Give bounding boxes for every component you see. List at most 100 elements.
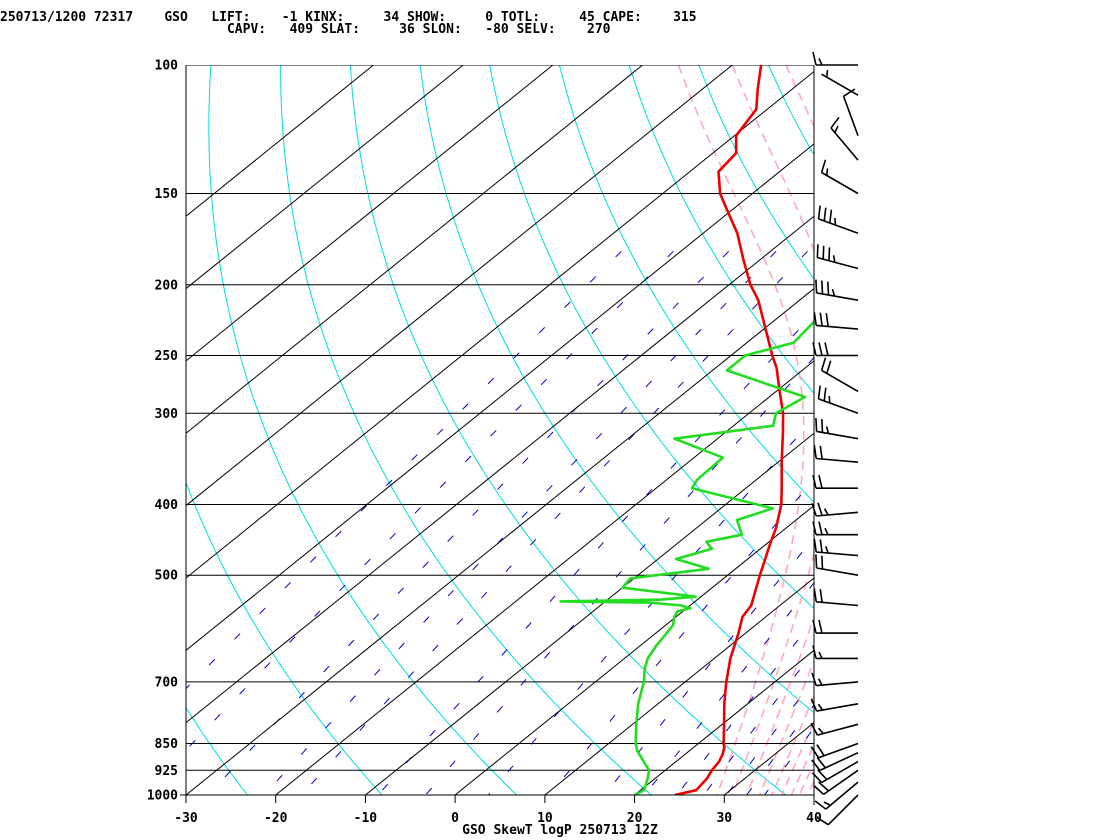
temp-tick-label: 10: [537, 811, 553, 826]
sounding-header: 250713/1200 72317 GSO LIFT: -1 KINX: 34 …: [0, 0, 1120, 40]
isotherm: [275, 360, 814, 795]
pressure-tick-label: 150: [155, 187, 179, 202]
chart-profiles: [559, 65, 814, 795]
pressure-tick-label: 250: [155, 349, 179, 364]
temp-tick-label: 30: [716, 811, 732, 826]
temp-tick-label: -20: [264, 811, 288, 826]
dry-adiabat: [186, 706, 248, 795]
wind-barb: [815, 554, 859, 576]
pressure-tick-label: 200: [155, 278, 179, 293]
pressure-tick-label: 850: [155, 737, 179, 752]
pressure-tick-label: 500: [155, 569, 179, 584]
chart-title: GSO SkewT logP 250713 12Z: [462, 823, 658, 838]
wind-barb: [813, 445, 859, 463]
mixing-ratio-line: [764, 727, 814, 795]
temp-tick-label: -10: [354, 811, 378, 826]
wind-barb: [820, 159, 859, 195]
wind-barb: [811, 760, 859, 784]
dewpoint-profile: [559, 319, 814, 795]
wind-barb: [815, 418, 859, 440]
isotherm: [186, 65, 554, 362]
wind-barb: [816, 244, 859, 270]
wind-barb: [816, 794, 859, 826]
wind-barb: [812, 342, 858, 357]
isotherm: [186, 143, 814, 651]
mixing-ratio-line: [207, 250, 730, 795]
mixing-ratio-line: [644, 582, 814, 795]
isotherm: [186, 287, 814, 795]
wind-barb: [830, 116, 859, 161]
wind-barb: [813, 588, 859, 607]
pressure-tick-label: 400: [155, 498, 179, 513]
isotherm: [454, 504, 814, 795]
header-line-1: 250713/1200 72317 GSO LIFT: -1 KINX: 34 …: [0, 10, 697, 25]
wind-barb: [812, 521, 858, 536]
pressure-tick-label: 1000: [147, 789, 178, 804]
dry-adiabat: [838, 65, 1120, 795]
isotherm: [186, 215, 814, 724]
wind-barb: [811, 502, 859, 517]
wind-barbs: [810, 51, 859, 826]
wind-barb: [842, 88, 859, 136]
pressure-tick-label: 925: [155, 764, 178, 779]
isotherm: [186, 65, 374, 217]
wind-barb: [821, 70, 859, 96]
wind-barb: [812, 51, 858, 66]
dry-adiabat: [280, 65, 652, 795]
isotherm: [813, 794, 814, 795]
wind-barb: [810, 722, 859, 736]
mixing-ratio-line: [488, 417, 814, 795]
dry-adiabat: [349, 65, 787, 795]
moist-adiabat: [745, 65, 814, 795]
mixing-ratio-line: [425, 356, 814, 795]
moist-adiabat: [771, 693, 814, 795]
wind-barb: [815, 279, 859, 301]
dry-adiabat: [698, 65, 814, 280]
isotherm: [186, 65, 733, 507]
pressure-tick-label: 300: [155, 407, 179, 422]
header-line-2: CAPV: 409 SLAT: 36 SLON: -80 SELV: 270: [0, 22, 611, 37]
wind-barb: [811, 751, 859, 772]
mixing-ratio-line: [186, 250, 674, 751]
mixing-ratio-line: [549, 479, 814, 795]
wind-barb: [812, 645, 858, 660]
temp-tick-label: 40: [806, 811, 822, 826]
wind-barb: [813, 538, 859, 557]
mixing-ratio-line: [676, 619, 814, 795]
wind-barb: [814, 781, 859, 810]
dry-adiabat: [419, 65, 814, 714]
isotherm: [634, 649, 814, 795]
dry-adiabat: [908, 65, 1120, 795]
wind-barb: [810, 698, 859, 712]
temp-tick-label: 20: [627, 811, 643, 826]
wind-barb: [817, 205, 859, 234]
dry-adiabat: [1047, 65, 1120, 795]
pressure-tick-label: 100: [155, 59, 179, 74]
isotherm: [365, 432, 814, 795]
wind-barb: [817, 385, 859, 415]
wind-barb: [820, 357, 859, 393]
temperature-profile: [674, 65, 785, 795]
plot-frame: [180, 65, 815, 805]
chart-grid: [186, 65, 1120, 795]
isotherm: [186, 65, 464, 290]
mixing-ratio-line: [604, 537, 814, 795]
moist-adiabat: [806, 779, 814, 795]
moist-adiabat: [780, 719, 814, 795]
isotherm: [544, 577, 814, 795]
isotherm: [186, 70, 814, 579]
wind-barb: [811, 672, 859, 687]
temp-tick-label: -30: [174, 811, 198, 826]
mixing-ratio-line: [263, 250, 777, 795]
moist-adiabat: [798, 761, 814, 795]
mixing-ratio-line: [377, 312, 814, 795]
mixing-ratio-line: [726, 678, 814, 795]
pressure-tick-label: 700: [155, 675, 179, 690]
wind-barb: [812, 619, 858, 634]
isotherm: [186, 65, 643, 434]
mixing-ratio-line: [186, 250, 622, 690]
dry-adiabat: [628, 65, 814, 395]
temp-tick-label: 0: [451, 811, 459, 826]
